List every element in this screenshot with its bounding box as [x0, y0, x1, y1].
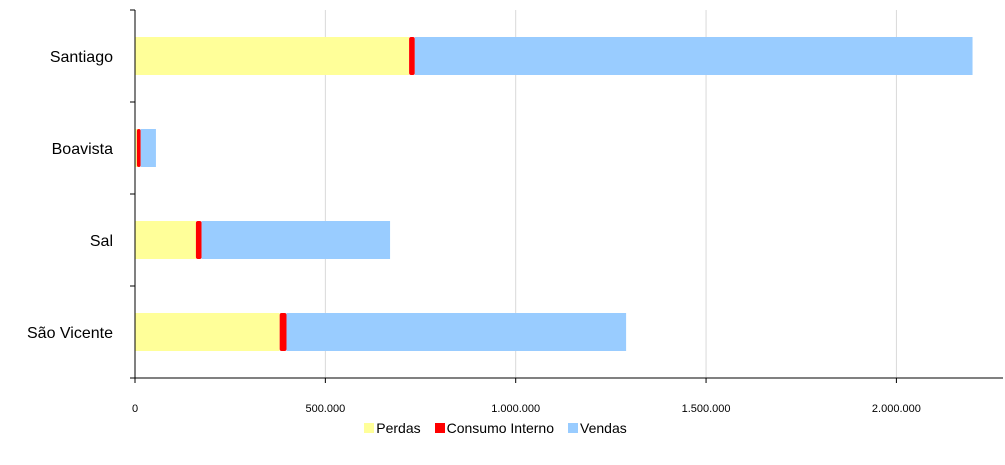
bar-perdas-1 [135, 129, 138, 167]
bar-vendas-3 [286, 313, 627, 351]
legend-label-vendas: Vendas [580, 420, 627, 436]
x-tick-label: 500.000 [305, 403, 345, 415]
category-label: Santiago [50, 49, 113, 66]
legend-item-consumo-interno: Consumo Interno [434, 420, 555, 436]
bar-vendas-1 [140, 129, 156, 167]
legend-swatch-perdas [364, 423, 375, 433]
bars [135, 37, 973, 351]
bar-vendas-2 [201, 221, 391, 259]
legend-label-perdas: Perdas [376, 420, 421, 436]
x-tick-label: 1.500.000 [682, 403, 731, 415]
legend-label-consumo-interno: Consumo Interno [446, 420, 555, 436]
x-tick-label: 0 [132, 403, 138, 415]
bar-vendas-0 [414, 37, 973, 75]
legend-swatch-consumo-interno [434, 423, 445, 433]
x-tick-label: 2.000.000 [872, 403, 921, 415]
category-label: Sal [90, 233, 113, 250]
axes [130, 9, 1003, 383]
legend-swatch-vendas [568, 423, 579, 433]
chart-legend: Perdas Consumo Interno Vendas [0, 418, 1005, 438]
x-tick-label: 1.000.000 [491, 403, 540, 415]
legend-item-vendas: Vendas [568, 420, 627, 436]
category-label: São Vicente [27, 325, 113, 342]
bar-perdas-0 [135, 37, 410, 75]
labels: 0 500.000 1.000.000 1.500.000 2.000.000 Santi… [27, 49, 921, 415]
bar-consumo-interno-1 [136, 129, 141, 167]
category-label: Boavista [52, 141, 113, 158]
bar-consumo-interno-2 [195, 221, 202, 259]
bar-consumo-interno-3 [279, 313, 287, 351]
bar-consumo-interno-0 [409, 37, 415, 75]
bar-perdas-3 [135, 313, 280, 351]
legend-item-perdas: Perdas [364, 420, 421, 436]
bar-perdas-2 [135, 221, 196, 259]
